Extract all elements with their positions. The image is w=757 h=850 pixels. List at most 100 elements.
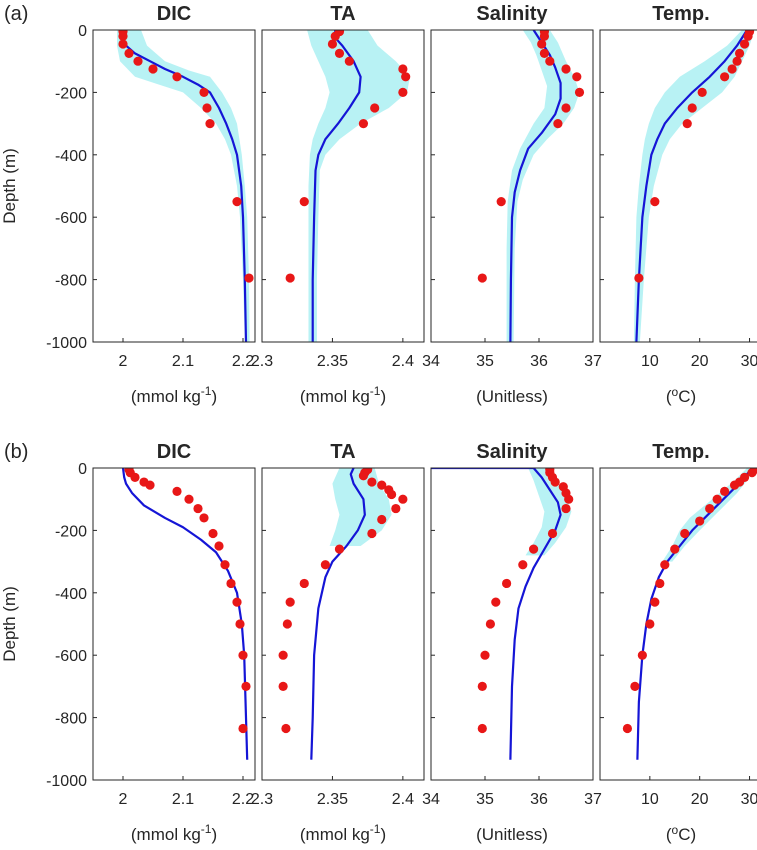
observation-point [118,39,128,49]
panel-title: TA [330,3,355,25]
x-tick-label: 10 [641,791,659,808]
observation-point [130,472,140,482]
observation-point [205,119,215,129]
observation-point [729,480,740,490]
model-mean-line [635,30,748,342]
observation-point [545,56,555,66]
observation-point [480,650,490,660]
observation-point [561,503,571,514]
observation-point [477,681,487,692]
spread-band [329,468,392,546]
chart-panel-8: 10 20 30 Temp. (oC) [599,441,757,844]
plot-area [121,468,251,760]
model-mean-line [431,468,562,760]
observation-point [232,597,242,607]
observation-point [398,494,408,504]
observation-point [660,560,670,570]
panel-title: Temp. [652,441,709,463]
chart-panel-5: 0 -200 -400 -600 -800 -1000 2 2.1 2.2 DIC (mmol kg… [0,441,256,844]
chart-panel-6: 2.3 2.35 2.4 TA (mmol kg-1) [251,441,425,844]
model-mean-line [311,30,362,342]
x-tick-label: 37 [584,353,602,370]
observation-point [572,72,582,82]
observation-point [518,560,528,570]
observation-point [299,578,309,589]
x-tick-label: 2.35 [317,791,348,808]
panel-title: Temp. [652,3,709,25]
observation-point [344,56,354,66]
x-tick-label: 35 [476,791,494,808]
panel-label: (b) [4,441,28,463]
observation-point [739,39,750,49]
x-tick-label: 30 [741,791,757,808]
observation-point [278,681,288,692]
observation-point [199,87,209,97]
x-tick-label: 34 [422,353,440,370]
plot-area [622,468,757,760]
observation-point [477,723,487,734]
axes-frame [92,467,256,781]
x-tick-label: 2.4 [392,353,414,370]
observation-point [687,103,697,113]
observation-point [370,103,380,113]
observation-point [148,64,158,74]
observation-point [238,723,248,734]
spread-band [117,30,250,342]
y-tick-label: -400 [55,586,87,603]
observation-point [327,39,338,49]
observation-point [208,528,218,539]
panel-title: TA [330,441,355,463]
y-tick-label: 0 [78,461,87,478]
observation-point [650,197,660,207]
observation-point [712,494,722,504]
x-tick-label: 36 [530,353,548,370]
x-tick-label: 35 [476,353,494,370]
observation-point [743,31,753,41]
observation-point [334,48,345,59]
observation-point [680,528,690,539]
panel-title: Salinity [476,3,548,25]
plot-area [278,468,408,760]
observation-point [645,619,655,629]
x-tick-label: 2.2 [232,791,254,808]
model-mean-line [121,468,249,760]
plot-area [431,468,574,760]
observation-point [358,471,369,481]
observation-point [539,31,550,41]
plot-area [117,30,254,342]
observation-point [727,64,737,74]
observation-point [637,650,647,660]
axes-frame [92,29,256,343]
chart-panel-3: 34 35 36 37 Salinity (Unitless) [422,3,602,406]
observation-point [220,560,230,570]
chart-panel-1: 0 -200 -400 -600 -800 -1000 2 2.1 2.2 DIC (mmol kg… [0,3,256,406]
observation-point [697,87,707,97]
x-tick-label: 20 [691,353,709,370]
observation-point [244,273,254,283]
y-axis-label: Depth (m) [0,148,19,224]
observation-point [172,72,182,82]
observation-point [172,486,182,496]
y-tick-label: -600 [55,210,87,227]
y-tick-label: -1000 [46,335,87,352]
observation-point [320,560,330,570]
observation-point [285,597,295,607]
observation-point [732,56,742,66]
x-tick-label: 20 [691,791,709,808]
y-tick-label: -600 [55,648,87,665]
observation-point [650,597,660,607]
observation-point [184,494,194,504]
axes-frame [261,467,425,781]
observation-point [491,597,501,607]
observation-point [232,197,242,207]
observation-point [214,541,224,551]
observation-point [537,39,547,49]
y-axis-label: Depth (m) [0,586,19,662]
observation-point [705,503,715,514]
observation-point [282,619,292,629]
observation-point [398,64,408,74]
observation-point [496,197,506,207]
x-tick-label: 34 [422,791,440,808]
unit-label: (mmol kg-1) [300,822,386,844]
observation-point [747,468,757,478]
